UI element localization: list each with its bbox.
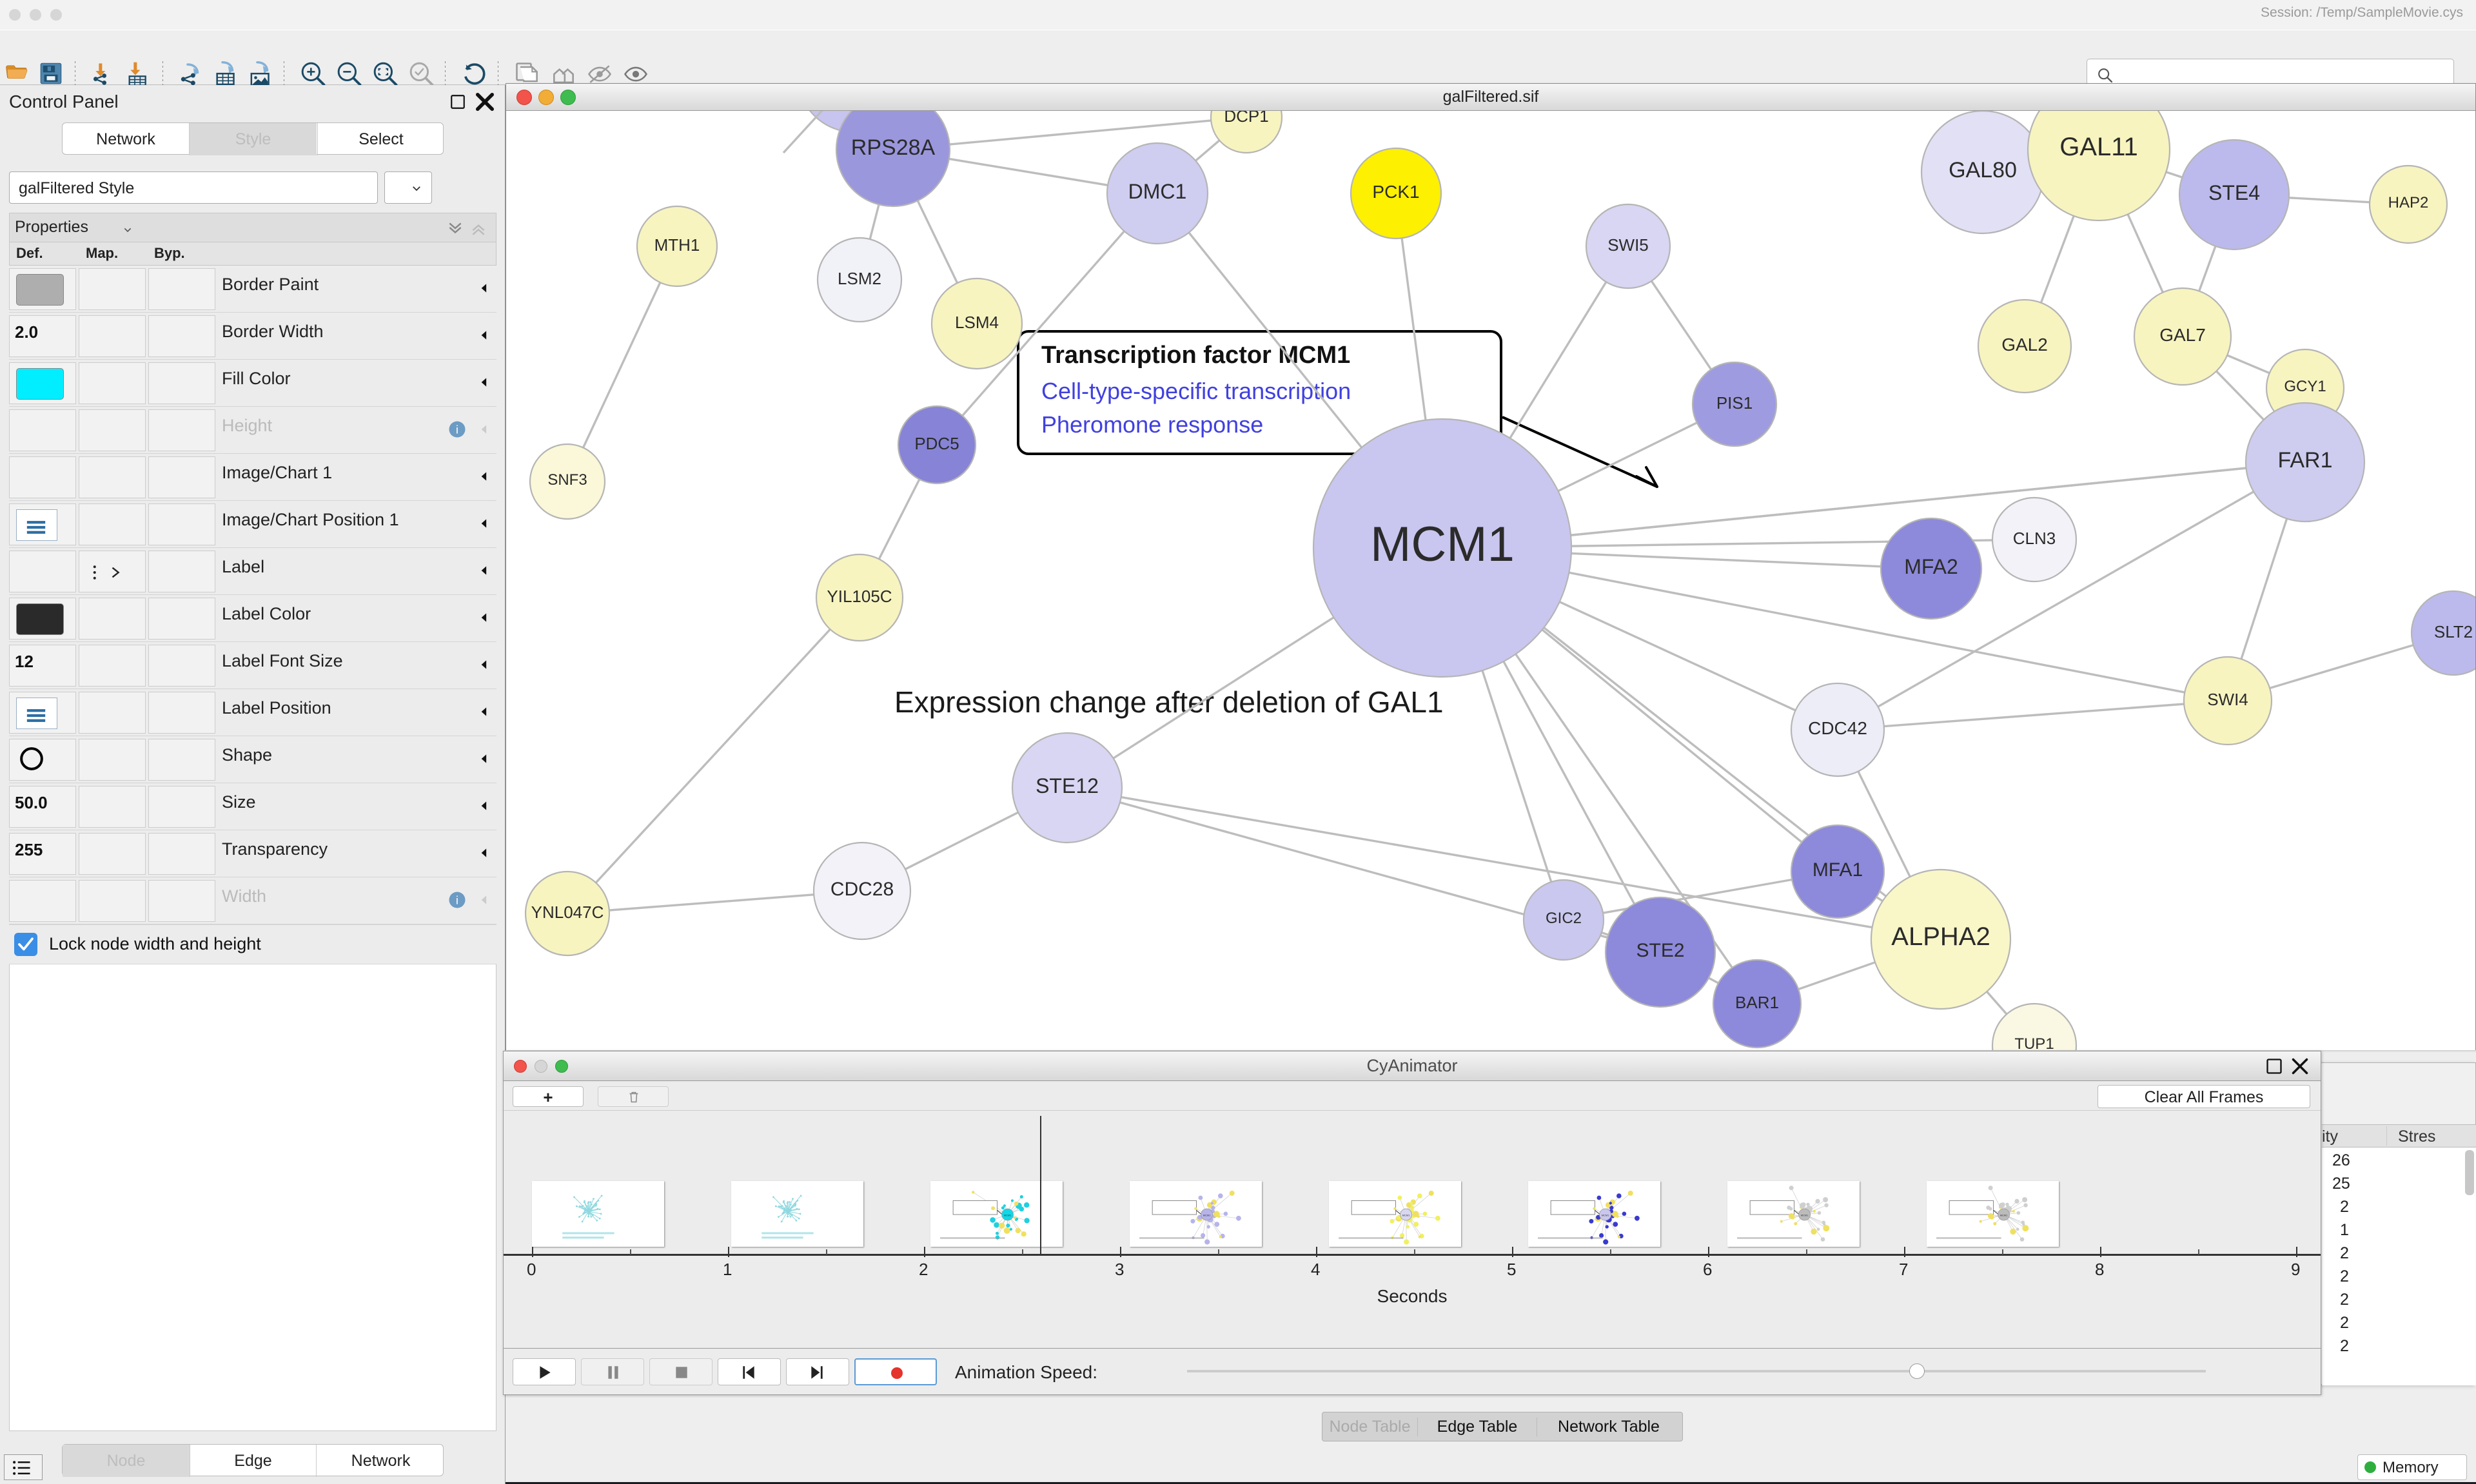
svg-text:i: i	[456, 423, 458, 436]
svg-text:MCM1: MCM1	[1602, 1214, 1610, 1217]
svg-text:MCM1: MCM1	[1004, 1214, 1012, 1217]
svg-text:MCM1: MCM1	[1402, 1214, 1411, 1217]
svg-text:MCM1: MCM1	[1203, 1214, 1212, 1217]
svg-text:i: i	[456, 893, 458, 906]
svg-text:MCM1: MCM1	[1801, 1214, 1809, 1217]
svg-text:MCM1: MCM1	[2000, 1214, 2009, 1217]
